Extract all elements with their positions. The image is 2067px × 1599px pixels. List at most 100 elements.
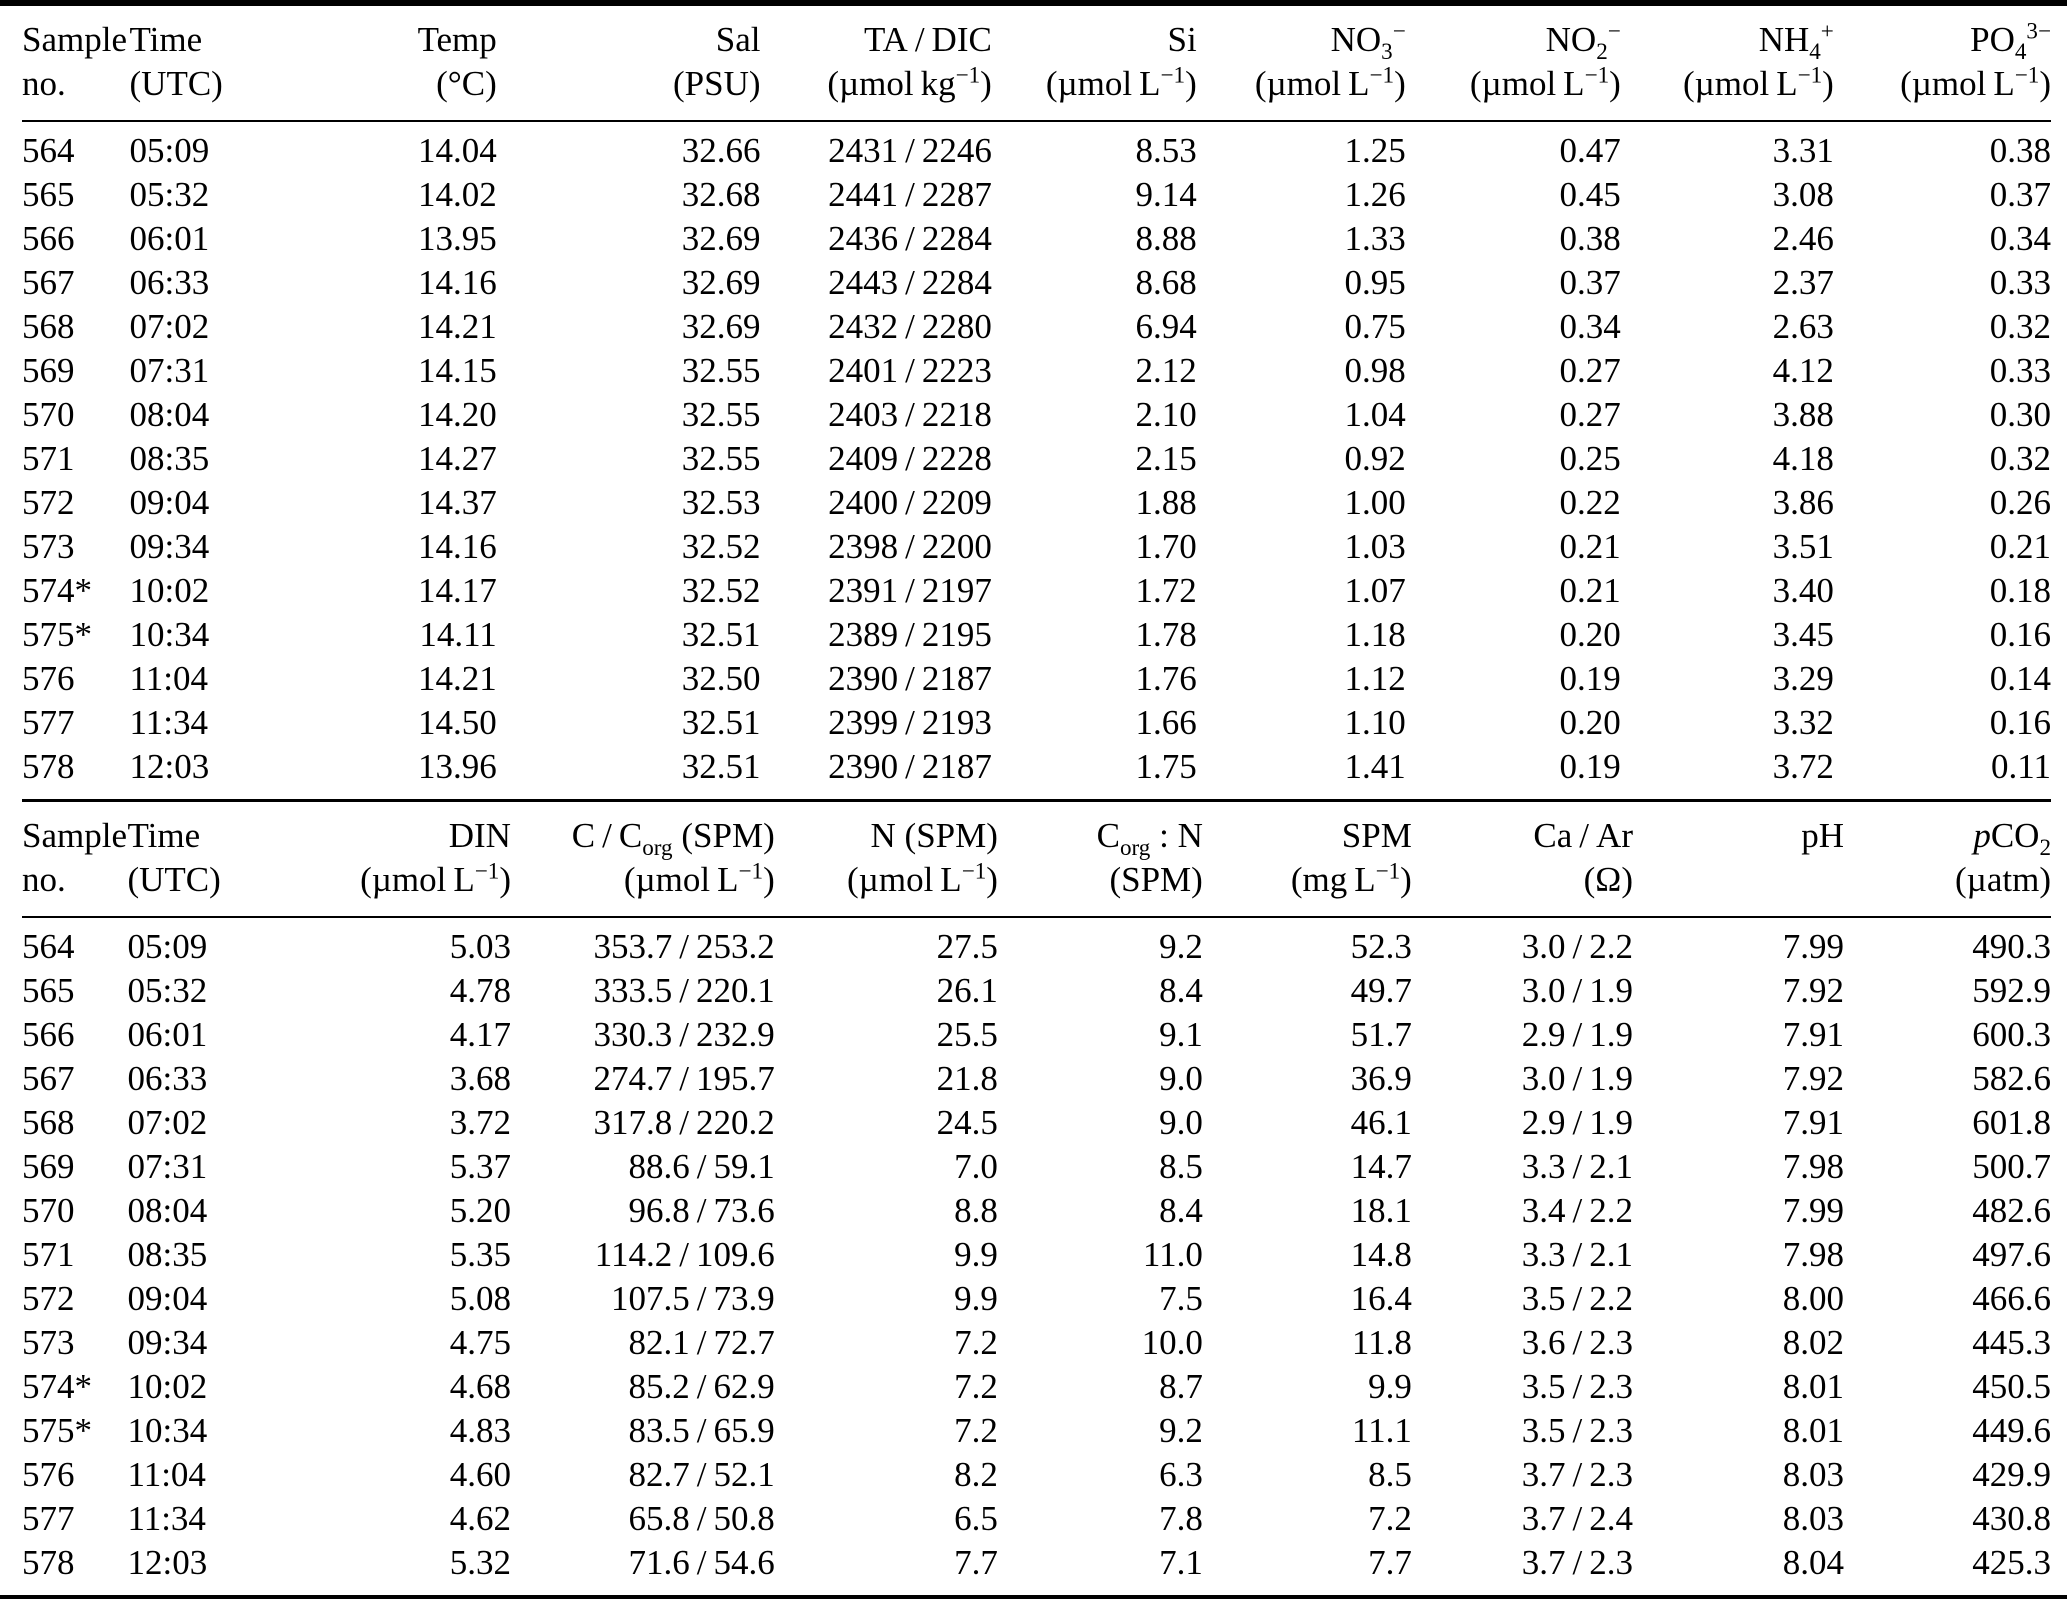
cell-time-utc: 06:01	[127, 1015, 208, 1054]
table-row: 578 12:03 13.96 32.51 2390 / 2187 1.75 1.41 0.1…	[22, 745, 2051, 799]
cell-n-spm: 7.2	[954, 1323, 998, 1362]
cell-ta-dic: 2409 / 2228	[828, 439, 992, 478]
column-header-nh4: NH4+ (µmol L−1)	[1682, 17, 1834, 103]
cell-time-utc: 07:31	[129, 351, 210, 390]
table-row: 568 07:02 14.21 32.69 2432 / 2280 6.94 0.75 0.3…	[22, 305, 2051, 349]
cell-po4: 0.38	[1989, 131, 2051, 170]
cell-din: 5.03	[449, 927, 511, 966]
cell-ta-dic: 2443 / 2284	[828, 263, 992, 302]
cell-nh4: 3.45	[1772, 615, 1834, 654]
table-row: 565 05:32 4.78 333.5 / 220.1 26.1 8.4 49.7 3.0 …	[22, 969, 2051, 1013]
cell-si: 9.14	[1135, 175, 1197, 214]
cell-po4: 0.21	[1989, 527, 2051, 566]
cell-nh4: 3.29	[1772, 659, 1834, 698]
cell-temp: 14.50	[418, 703, 497, 742]
cell-si: 1.78	[1135, 615, 1197, 654]
table-row: 570 08:04 5.20 96.8 / 73.6 8.8 8.4 18.1 3.4 / 2…	[22, 1189, 2051, 1233]
cell-temp: 14.27	[418, 439, 497, 478]
table-row: 572 09:04 5.08 107.5 / 73.9 9.9 7.5 16.4 3.5 / …	[22, 1277, 2051, 1321]
cell-sample-no: 577	[22, 1499, 75, 1538]
cell-po4: 0.18	[1989, 571, 2051, 610]
cell-sample-no: 571	[22, 439, 75, 478]
cell-po4: 0.16	[1989, 615, 2051, 654]
cell-nh4: 3.40	[1772, 571, 1834, 610]
cell-sal: 32.69	[681, 219, 761, 258]
cell-temp: 14.20	[418, 395, 497, 434]
cell-sample-no: 577	[22, 703, 75, 742]
cell-no2: 0.19	[1559, 747, 1621, 786]
table-row: 566 06:01 4.17 330.3 / 232.9 25.5 9.1 51.7 2.9 …	[22, 1013, 2051, 1057]
cell-c-corg-spm: 96.8 / 73.6	[628, 1191, 775, 1230]
cell-ca-ar: 3.0 / 2.2	[1521, 927, 1633, 966]
cell-pco2: 429.9	[1972, 1455, 2051, 1494]
table-part-2-body: 564 05:09 5.03 353.7 / 253.2 27.5 9.2 52.3 3.0 …	[22, 917, 2051, 1595]
cell-temp: 14.21	[418, 307, 497, 346]
cell-no2: 0.21	[1559, 571, 1621, 610]
cell-n-spm: 8.8	[954, 1191, 998, 1230]
cell-pco2: 482.6	[1972, 1191, 2051, 1230]
cell-ta-dic: 2401 / 2223	[828, 351, 992, 390]
cell-spm: 11.8	[1351, 1323, 1412, 1362]
cell-sample-no: 569	[22, 351, 75, 390]
cell-c-corg-spm: 88.6 / 59.1	[628, 1147, 775, 1186]
cell-corg-n: 10.0	[1141, 1323, 1203, 1362]
cell-no3: 1.04	[1344, 395, 1406, 434]
cell-no2: 0.45	[1559, 175, 1621, 214]
cell-time-utc: 07:02	[129, 307, 210, 346]
table-row: 565 05:32 14.02 32.68 2441 / 2287 9.14 1.26 0.4…	[22, 173, 2051, 217]
column-header-time-utc: Time (UTC)	[127, 816, 221, 899]
cell-ph: 8.00	[1782, 1279, 1844, 1318]
header-row: Sample no. Time (UTC) Temp (°C) Sal (PSU) TA / D…	[22, 6, 2051, 121]
cell-ph: 7.99	[1782, 927, 1844, 966]
cell-spm: 52.3	[1350, 927, 1412, 966]
cell-time-utc: 10:02	[129, 571, 210, 610]
cell-sal: 32.69	[681, 307, 761, 346]
cell-si: 1.88	[1135, 483, 1197, 522]
cell-c-corg-spm: 65.8 / 50.8	[628, 1499, 775, 1538]
cell-sample-no: 569	[22, 1147, 75, 1186]
cell-spm: 51.7	[1350, 1015, 1412, 1054]
table-row: 564 05:09 5.03 353.7 / 253.2 27.5 9.2 52.3 3.0 …	[22, 917, 2051, 969]
table-part-1-header: Sample no. Time (UTC) Temp (°C) Sal (PSU) TA / D…	[22, 6, 2051, 121]
cell-corg-n: 9.0	[1159, 1103, 1203, 1142]
cell-po4: 0.33	[1989, 351, 2051, 390]
cell-no3: 1.26	[1344, 175, 1406, 214]
column-header-temp: Temp (°C)	[417, 20, 497, 103]
cell-ca-ar: 3.6 / 2.3	[1521, 1323, 1633, 1362]
table-row: 569 07:31 5.37 88.6 / 59.1 7.0 8.5 14.7 3.3 / 2…	[22, 1145, 2051, 1189]
cell-pco2: 490.3	[1972, 927, 2051, 966]
cell-pco2: 592.9	[1972, 971, 2051, 1010]
cell-nh4: 3.31	[1772, 131, 1834, 170]
cell-din: 4.78	[449, 971, 511, 1010]
cell-ca-ar: 3.7 / 2.4	[1521, 1499, 1633, 1538]
cell-po4: 0.33	[1989, 263, 2051, 302]
cell-time-utc: 06:01	[129, 219, 210, 258]
cell-ca-ar: 2.9 / 1.9	[1521, 1015, 1633, 1054]
cell-ca-ar: 3.7 / 2.3	[1521, 1455, 1633, 1494]
cell-ta-dic: 2389 / 2195	[828, 615, 992, 654]
cell-n-spm: 8.2	[954, 1455, 998, 1494]
cell-no2: 0.27	[1559, 395, 1621, 434]
cell-po4: 0.11	[1991, 747, 2051, 786]
cell-ph: 7.99	[1782, 1191, 1844, 1230]
cell-time-utc: 11:04	[129, 659, 208, 698]
cell-ta-dic: 2398 / 2200	[828, 527, 992, 566]
cell-no2: 0.19	[1559, 659, 1621, 698]
column-header-ta-dic: TA / DIC (µmol kg−1)	[827, 20, 992, 103]
table-part-2-header: Sample no. Time (UTC) DIN (µmol L−1) C / Corg …	[22, 801, 2051, 917]
cell-ca-ar: 2.9 / 1.9	[1521, 1103, 1633, 1142]
column-header-corg-n: Corg : N (SPM)	[1096, 816, 1203, 899]
cell-c-corg-spm: 333.5 / 220.1	[593, 971, 775, 1010]
cell-corg-n: 9.2	[1159, 927, 1203, 966]
cell-sample-no: 566	[22, 1015, 75, 1054]
cell-sample-no: 568	[22, 307, 75, 346]
cell-corg-n: 8.4	[1159, 971, 1203, 1010]
cell-nh4: 3.08	[1772, 175, 1834, 214]
cell-corg-n: 9.0	[1159, 1059, 1203, 1098]
cell-corg-n: 6.3	[1159, 1455, 1203, 1494]
cell-c-corg-spm: 114.2 / 109.6	[594, 1235, 775, 1274]
cell-po4: 0.26	[1989, 483, 2051, 522]
cell-nh4: 2.46	[1772, 219, 1834, 258]
cell-no2: 0.47	[1559, 131, 1621, 170]
cell-time-utc: 07:02	[127, 1103, 208, 1142]
